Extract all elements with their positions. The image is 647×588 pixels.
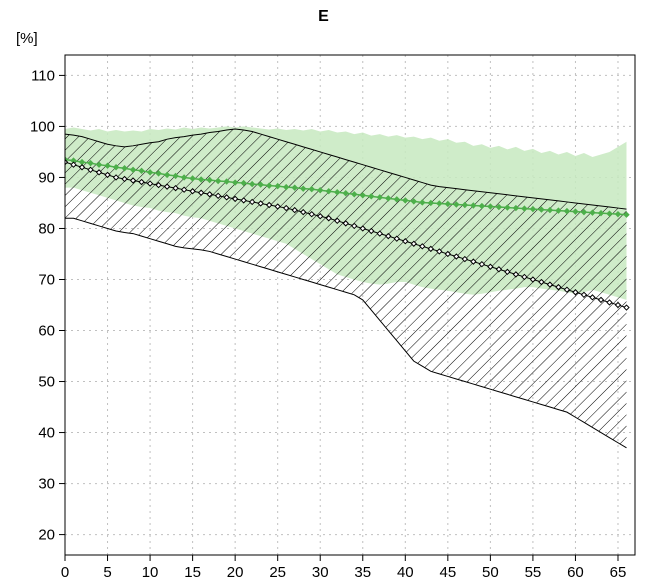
y-axis-unit-label: [%] — [16, 30, 38, 47]
y-tick-label: 30 — [38, 476, 55, 493]
x-tick-label: 55 — [525, 564, 542, 581]
x-tick-label: 45 — [439, 564, 456, 581]
y-tick-label: 40 — [38, 425, 55, 442]
y-tick-label: 70 — [38, 271, 55, 288]
x-tick-label: 65 — [610, 564, 627, 581]
x-tick-label: 15 — [184, 564, 201, 581]
y-tick-label: 90 — [38, 169, 55, 186]
x-tick-label: 25 — [269, 564, 286, 581]
x-tick-label: 40 — [397, 564, 414, 581]
x-tick-label: 10 — [142, 564, 159, 581]
chart-container: E [%] 20 30 40 50 60 70 80 90 100 110 0 5 10 15 20 25 30… — [0, 0, 647, 588]
x-tick-label: 50 — [482, 564, 499, 581]
y-tick-label: 50 — [38, 374, 55, 391]
x-tick-label: 20 — [227, 564, 244, 581]
chart-title: E — [0, 8, 647, 26]
x-tick-label: 0 — [61, 564, 69, 581]
y-tick-label: 110 — [31, 67, 55, 84]
x-tick-label: 5 — [103, 564, 111, 581]
y-tick-label: 100 — [30, 118, 55, 135]
y-tick-label: 20 — [38, 527, 55, 544]
y-tick-label: 80 — [38, 220, 55, 237]
chart-svg: 20 30 40 50 60 70 80 90 100 110 0 5 10 15 20 25 30 35 40 45… — [0, 0, 647, 588]
x-tick-label: 30 — [312, 564, 329, 581]
x-tick-label: 35 — [354, 564, 371, 581]
y-tick-label: 60 — [38, 323, 55, 340]
x-tick-label: 60 — [567, 564, 584, 581]
